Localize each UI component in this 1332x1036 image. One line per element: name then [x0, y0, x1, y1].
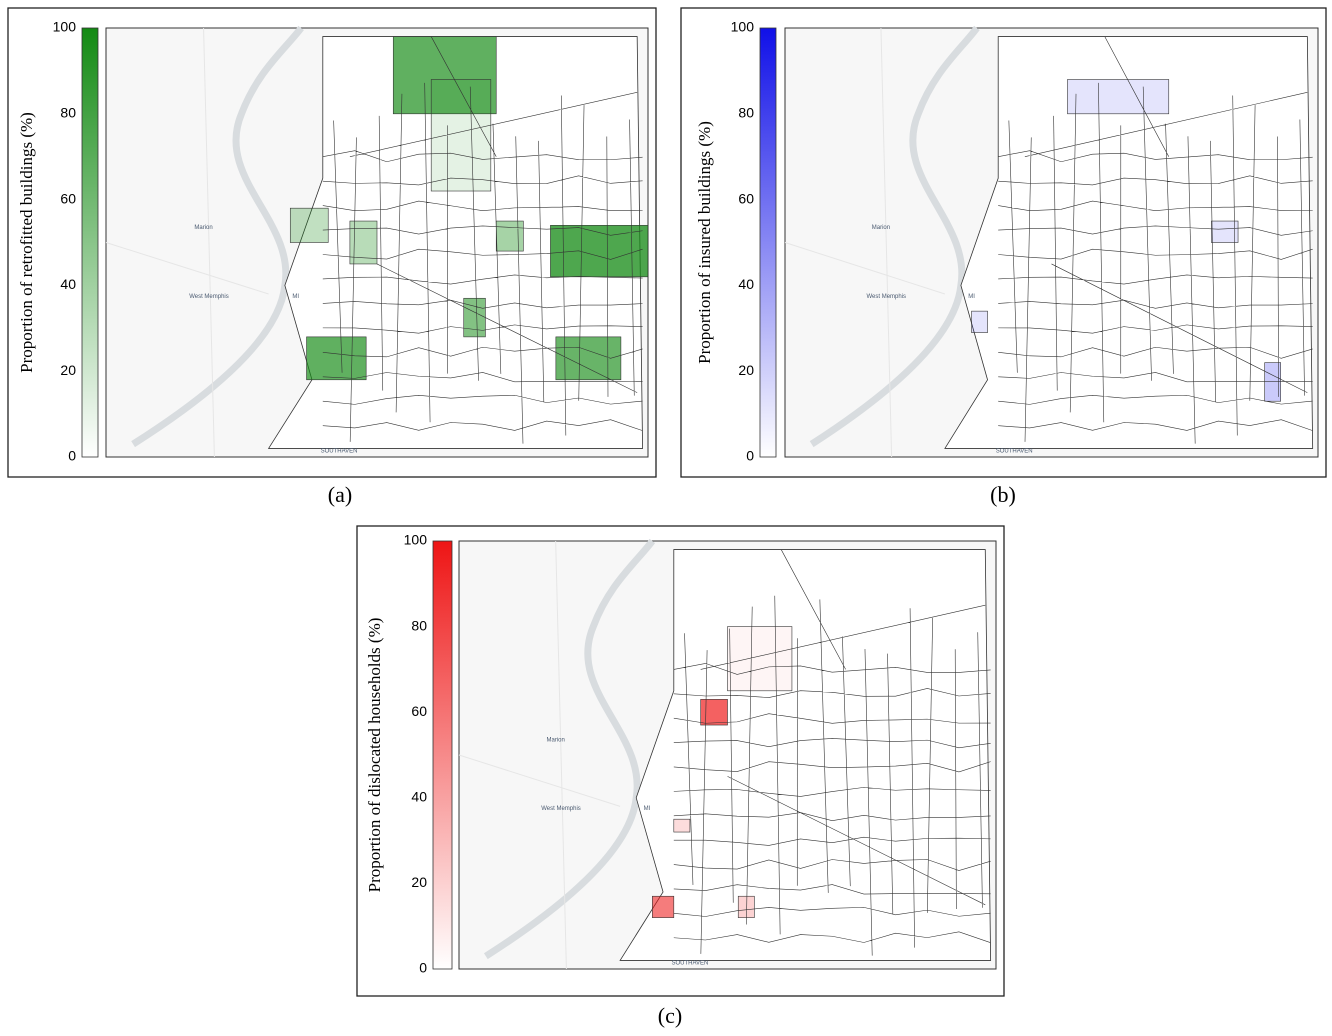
colorbar-title: Proportion of retrofitted buildings (%)	[17, 112, 36, 373]
colorbar-title: Proportion of dislocated households (%)	[365, 618, 384, 893]
colorbar-tick-label: 60	[411, 703, 427, 719]
colorbar-tick-label: 0	[419, 960, 427, 976]
colorbar-tick-label: 80	[411, 617, 427, 633]
colorbar	[760, 28, 776, 457]
colorbar-tick-label: 100	[731, 19, 755, 35]
colorbar-tick-label: 100	[404, 532, 428, 548]
place-label: SOUTHAVEN	[996, 448, 1033, 454]
panel-label: (a)	[328, 482, 352, 507]
colorbar-title: Proportion of insured buildings (%)	[695, 121, 714, 364]
colorbar	[82, 28, 98, 457]
place-label: West Memphis	[189, 294, 229, 300]
highlighted-tract	[701, 699, 728, 725]
colorbar-tick-label: 100	[53, 19, 77, 35]
colorbar-tick-label: 40	[738, 276, 754, 292]
colorbar-tick-label: 60	[60, 190, 76, 206]
place-label: MI	[292, 294, 299, 300]
highlighted-tract	[496, 221, 523, 251]
highlighted-tract	[550, 225, 648, 276]
map: Marion West Memphis MI SOUTHAVEN	[785, 28, 1318, 457]
place-label: West Memphis	[541, 806, 581, 812]
place-label: West Memphis	[866, 294, 906, 300]
colorbar	[433, 541, 452, 969]
colorbar-tick-label: 0	[68, 448, 76, 464]
panel: 0 20 40 60 80 100 Proportion of insured buildi…	[681, 8, 1326, 507]
figure: 0 20 40 60 80 100 Proportion of retrofitted bu…	[0, 0, 1332, 1031]
colorbar-tick-label: 40	[411, 789, 427, 805]
colorbar-tick-label: 20	[60, 362, 76, 378]
place-label: Marion	[194, 225, 212, 231]
panel-label: (b)	[990, 482, 1016, 507]
map: Marion West Memphis MI SOUTHAVEN	[106, 28, 648, 457]
highlighted-tract	[652, 896, 673, 917]
highlighted-tract	[1067, 79, 1168, 113]
panel: 0 20 40 60 80 100 Proportion of dislocated hou…	[357, 526, 1004, 1028]
highlighted-tract	[290, 208, 328, 242]
highlighted-tract	[1211, 221, 1238, 242]
panel: 0 20 40 60 80 100 Proportion of retrofitted bu…	[8, 8, 656, 507]
place-label: Marion	[872, 225, 890, 231]
highlighted-tract	[674, 819, 690, 832]
highlighted-tract	[972, 311, 988, 332]
colorbar-tick-label: 40	[60, 276, 76, 292]
highlighted-tract	[431, 79, 491, 191]
map: Marion West Memphis MI SOUTHAVEN	[459, 541, 996, 969]
highlighted-tract	[307, 337, 367, 380]
colorbar-tick-label: 0	[746, 448, 754, 464]
place-label: Marion	[546, 738, 564, 744]
colorbar-tick-label: 80	[60, 105, 76, 121]
panel-label: (c)	[658, 1003, 682, 1028]
colorbar-tick-label: 20	[738, 362, 754, 378]
county-outline	[620, 550, 991, 961]
place-label: SOUTHAVEN	[671, 960, 708, 966]
highlighted-tract	[728, 627, 792, 691]
place-label: MI	[644, 806, 651, 812]
place-label: SOUTHAVEN	[321, 448, 358, 454]
colorbar-tick-label: 80	[738, 105, 754, 121]
colorbar-tick-label: 60	[738, 190, 754, 206]
place-label: MI	[968, 294, 975, 300]
colorbar-tick-label: 20	[411, 874, 427, 890]
